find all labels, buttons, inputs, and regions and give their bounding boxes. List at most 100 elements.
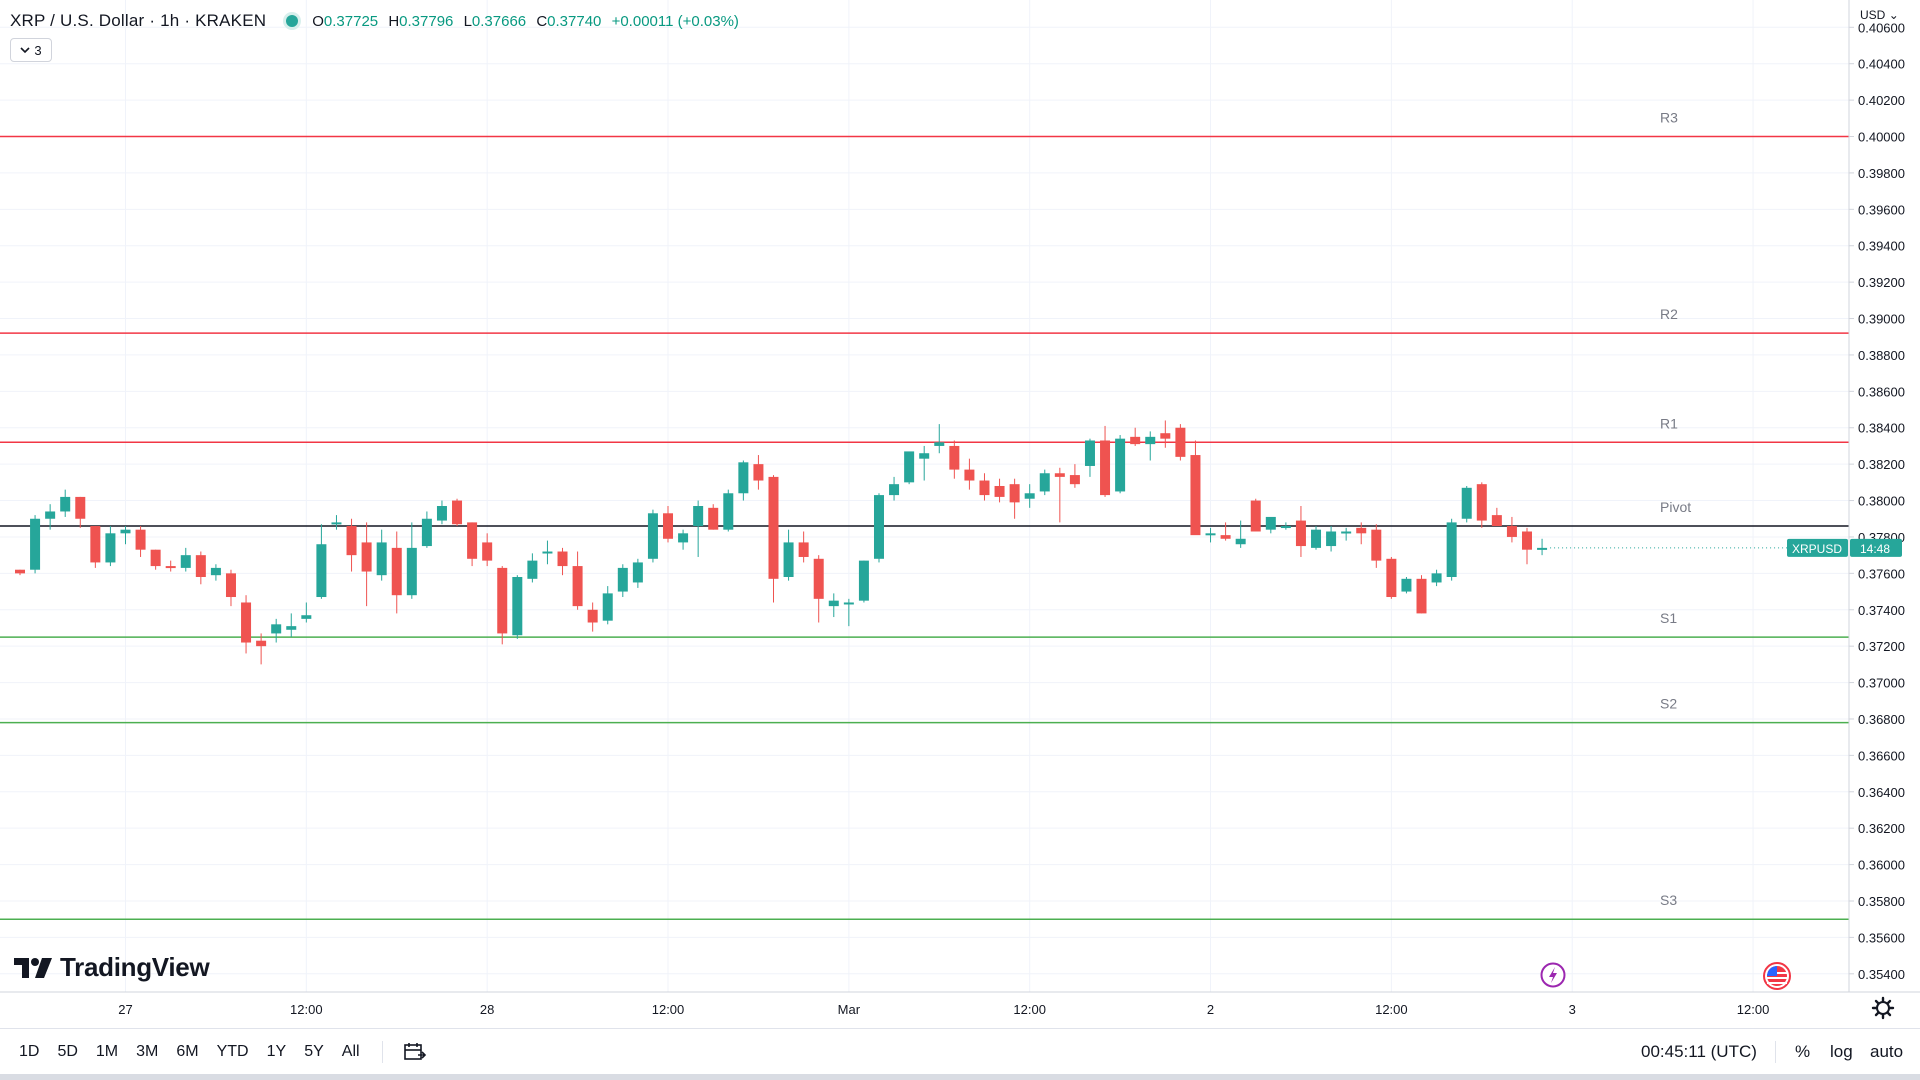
- candle[interactable]: [1371, 524, 1382, 568]
- candle[interactable]: [738, 460, 749, 501]
- candle[interactable]: [798, 531, 809, 563]
- range-3m-button[interactable]: 3M: [136, 1043, 159, 1060]
- candle[interactable]: [482, 533, 493, 567]
- candle[interactable]: [1295, 506, 1306, 557]
- candle[interactable]: [873, 493, 884, 563]
- candle[interactable]: [753, 455, 764, 490]
- candle[interactable]: [15, 569, 25, 576]
- candle[interactable]: [617, 564, 628, 598]
- candle[interactable]: [1341, 527, 1352, 541]
- candle[interactable]: [1431, 569, 1442, 587]
- candle[interactable]: [1235, 520, 1246, 548]
- candle[interactable]: [45, 504, 56, 530]
- candle[interactable]: [316, 524, 327, 599]
- candle[interactable]: [919, 445, 930, 481]
- candle[interactable]: [1265, 516, 1276, 534]
- candle[interactable]: [195, 551, 206, 585]
- candle[interactable]: [497, 566, 508, 645]
- candle[interactable]: [135, 526, 146, 557]
- candle[interactable]: [256, 633, 267, 665]
- candle[interactable]: [1024, 484, 1035, 508]
- candle[interactable]: [813, 555, 824, 623]
- candle[interactable]: [150, 549, 161, 570]
- candle[interactable]: [1160, 420, 1171, 448]
- candle[interactable]: [105, 526, 116, 567]
- us-flag-icon[interactable]: [1763, 962, 1791, 990]
- candle[interactable]: [587, 602, 598, 632]
- range-ytd-button[interactable]: YTD: [216, 1043, 249, 1060]
- candle[interactable]: [512, 575, 523, 639]
- candle[interactable]: [1416, 575, 1427, 614]
- indicators-toggle-button[interactable]: 3: [10, 38, 52, 62]
- currency-selector[interactable]: USD ⌄: [1860, 8, 1899, 22]
- candle[interactable]: [165, 560, 176, 572]
- candle[interactable]: [843, 598, 854, 627]
- log-scale-button[interactable]: log: [1830, 1042, 1853, 1061]
- candle[interactable]: [1115, 435, 1126, 494]
- candle[interactable]: [934, 424, 945, 454]
- candle[interactable]: [210, 564, 221, 581]
- candle[interactable]: [693, 500, 704, 557]
- candle[interactable]: [632, 558, 643, 588]
- settings-gear-icon[interactable]: [1871, 996, 1895, 1020]
- candle[interactable]: [542, 540, 553, 565]
- candle[interactable]: [1009, 478, 1020, 519]
- auto-scale-button[interactable]: auto: [1870, 1042, 1904, 1061]
- candle[interactable]: [1446, 518, 1457, 581]
- market-status-dot[interactable]: [286, 15, 299, 27]
- utc-clock[interactable]: 00:45:11 (UTC): [1641, 1042, 1757, 1061]
- candle[interactable]: [979, 473, 990, 501]
- candle[interactable]: [361, 522, 372, 607]
- candle[interactable]: [1326, 526, 1337, 552]
- lightning-icon[interactable]: [1540, 962, 1566, 988]
- candle[interactable]: [90, 526, 101, 568]
- candle[interactable]: [723, 489, 734, 532]
- candle[interactable]: [331, 515, 342, 530]
- range-5y-button[interactable]: 5Y: [304, 1043, 324, 1060]
- range-1y-button[interactable]: 1Y: [266, 1043, 287, 1060]
- candle[interactable]: [994, 478, 1005, 503]
- candle[interactable]: [708, 504, 719, 530]
- range-1d-button[interactable]: 1D: [19, 1043, 40, 1060]
- candle[interactable]: [241, 595, 252, 654]
- candle[interactable]: [60, 489, 71, 517]
- candle[interactable]: [406, 522, 417, 599]
- candle[interactable]: [1476, 482, 1487, 528]
- candle[interactable]: [391, 531, 402, 614]
- candle[interactable]: [1522, 527, 1532, 565]
- candle[interactable]: [1054, 467, 1065, 523]
- candle[interactable]: [1386, 556, 1397, 599]
- candle[interactable]: [602, 586, 613, 625]
- candle[interactable]: [1145, 431, 1156, 461]
- candle[interactable]: [904, 451, 915, 485]
- candle[interactable]: [1100, 425, 1111, 497]
- candle[interactable]: [301, 602, 312, 623]
- calendar-goto-icon[interactable]: [403, 1042, 427, 1062]
- candle[interactable]: [30, 515, 41, 574]
- candle[interactable]: [572, 551, 583, 610]
- candle[interactable]: [1491, 507, 1502, 527]
- candle[interactable]: [889, 476, 900, 501]
- candle[interactable]: [180, 547, 191, 572]
- candle[interactable]: [1401, 576, 1412, 594]
- candle[interactable]: [1205, 527, 1216, 543]
- candle[interactable]: [1506, 516, 1517, 543]
- candle[interactable]: [1311, 526, 1322, 550]
- candle[interactable]: [1356, 522, 1367, 545]
- candle[interactable]: [75, 496, 86, 528]
- candle[interactable]: [663, 506, 674, 543]
- candle[interactable]: [1084, 438, 1095, 477]
- candle[interactable]: [527, 553, 538, 583]
- candle[interactable]: [286, 613, 297, 638]
- candle[interactable]: [557, 547, 568, 576]
- candle[interactable]: [1280, 522, 1291, 530]
- candle[interactable]: [376, 529, 387, 581]
- candle[interactable]: [678, 529, 689, 550]
- candle[interactable]: [768, 475, 779, 603]
- candle[interactable]: [783, 529, 794, 581]
- candle[interactable]: [421, 511, 432, 548]
- candle[interactable]: [1175, 424, 1186, 461]
- candle[interactable]: [1039, 469, 1050, 496]
- candle[interactable]: [1220, 522, 1231, 541]
- candle[interactable]: [1069, 464, 1080, 488]
